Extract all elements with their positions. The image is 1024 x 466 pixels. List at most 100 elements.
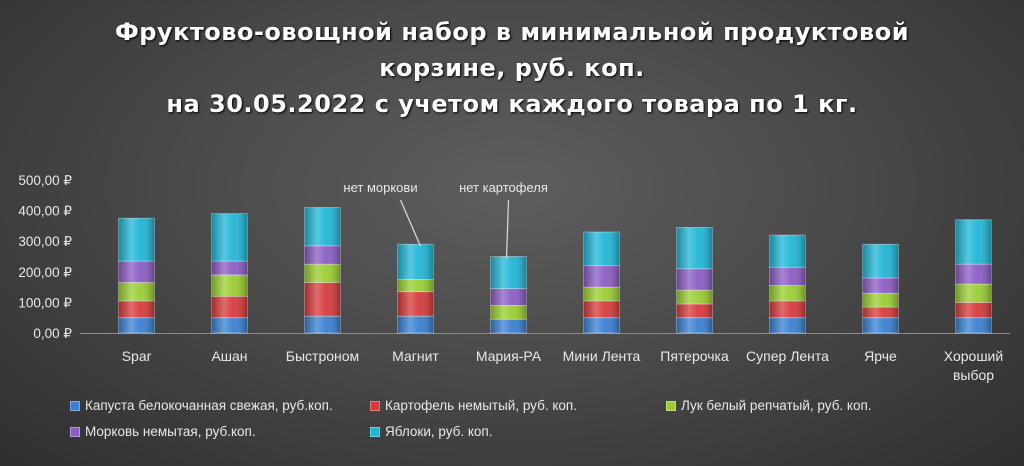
chart-title-line-2: корзине, руб. коп. — [379, 54, 645, 82]
bar-segment-shine — [304, 207, 341, 246]
bar-segment-shine — [490, 305, 527, 320]
bar-segment-shine — [676, 290, 713, 304]
legend-label: Морковь немытая, руб.коп. — [85, 424, 256, 439]
y-tick-label: 400,00 ₽ — [18, 204, 72, 219]
bar-segment-shine — [211, 274, 248, 297]
bar-segment-shine — [118, 282, 155, 301]
x-tick-label: Мария-РА — [476, 348, 542, 364]
legend-item: Картофель немытый, руб. коп. — [370, 398, 577, 413]
bar-segment-shine — [118, 300, 155, 318]
bar-stack — [583, 231, 620, 334]
annotation-label: нет картофеля — [459, 180, 548, 195]
bar-segment-shine — [397, 291, 434, 317]
y-axis: 0,00 ₽ 100,00 ₽ 200,00 ₽ 300,00 ₽ 400,00 ₽ 50… — [18, 173, 1010, 341]
bar-segment-shine — [955, 284, 992, 303]
bar-stack — [211, 213, 248, 334]
x-tick-label: Быстроном — [286, 348, 359, 364]
x-tick-label: Супер Лента — [746, 348, 829, 364]
bar-segment-shine — [862, 317, 899, 333]
x-tick-label: Мини Лента — [563, 348, 641, 364]
y-tick-label: 100,00 ₽ — [18, 295, 72, 310]
legend-swatch — [70, 400, 80, 411]
legend-label: Яблоки, руб. коп. — [385, 424, 493, 439]
bar-segment-shine — [211, 213, 248, 262]
legend-swatch — [370, 426, 380, 437]
bar-segment-shine — [676, 227, 713, 269]
chart-title: Фруктово-овощной набор в минимальной про… — [0, 14, 1024, 122]
bar-segment-shine — [304, 316, 341, 333]
bar-segment-shine — [955, 219, 992, 265]
y-tick-label: 300,00 ₽ — [18, 234, 72, 249]
bar-segment-shine — [490, 288, 527, 306]
bar-segment-shine — [955, 302, 992, 318]
bar-segment-shine — [769, 300, 806, 318]
chart-title-line-3: на 30.05.2022 с учетом каждого товара по… — [166, 90, 858, 118]
annotation-leader-line — [505, 199, 510, 259]
bar-segment-shine — [955, 264, 992, 285]
x-tick-label: Пятерочка — [660, 348, 729, 364]
x-tick-label: Хороший выбор — [944, 348, 1003, 383]
bar-segment-shine — [676, 317, 713, 333]
bar-segment-shine — [862, 306, 899, 318]
legend-item: Морковь немытая, руб.коп. — [70, 424, 256, 439]
bar-segment-shine — [862, 277, 899, 294]
legend-label: Лук белый репчатый, руб. коп. — [681, 398, 872, 413]
x-tick-label: Магнит — [392, 348, 439, 364]
bar-segment-shine — [397, 316, 434, 333]
x-tick-label: Ярче — [864, 348, 897, 364]
legend-swatch — [666, 400, 676, 411]
annotations: нет моркови нет картофеля — [343, 180, 548, 259]
x-axis-labels: Spar Ашан Быстроном Магнит Мария-РА Мини Лент… — [122, 348, 1004, 383]
bar-segment-shine — [955, 317, 992, 333]
bar-segment-shine — [211, 296, 248, 318]
bar-segment-shine — [769, 235, 806, 268]
bar-segment-shine — [211, 317, 248, 333]
bar-stack — [118, 217, 155, 334]
bar-segment-shine — [118, 317, 155, 333]
chart-title-line-1: Фруктово-овощной набор в минимальной про… — [114, 18, 910, 46]
bars — [118, 207, 992, 334]
bar-segment-shine — [769, 267, 806, 286]
x-tick-label: Ашан — [211, 348, 247, 364]
y-tick-label: 500,00 ₽ — [18, 173, 72, 188]
bar-segment-shine — [583, 300, 620, 318]
bar-stack — [955, 219, 992, 334]
bar-segment-shine — [397, 279, 434, 292]
bar-stack — [676, 227, 713, 334]
y-tick-label: 200,00 ₽ — [18, 265, 72, 280]
annotation-leader-line — [399, 199, 422, 247]
bar-segment-shine — [583, 317, 620, 333]
bar-segment-shine — [862, 293, 899, 307]
bar-stack — [397, 243, 434, 334]
bar-stack — [862, 243, 899, 334]
bar-segment-shine — [118, 261, 155, 283]
legend-label: Капуста белокочанная свежая, руб.коп. — [85, 398, 333, 413]
bar-segment-shine — [583, 232, 620, 266]
bar-segment-shine — [676, 303, 713, 318]
legend-label: Картофель немытый, руб. коп. — [385, 398, 577, 413]
bar-segment-shine — [304, 264, 341, 283]
bar-segment-shine — [211, 261, 248, 275]
bar-segment-shine — [676, 268, 713, 291]
x-tick-label: Spar — [122, 348, 152, 364]
bar-stack — [769, 234, 806, 334]
bar-segment-shine — [769, 285, 806, 301]
legend-swatch — [370, 400, 380, 411]
bar-stack — [304, 207, 341, 334]
bar-segment-shine — [118, 218, 155, 262]
bar-segment-shine — [862, 244, 899, 278]
legend-item: Лук белый репчатый, руб. коп. — [666, 398, 872, 413]
legend-item: Яблоки, руб. коп. — [370, 424, 492, 439]
legend-item: Капуста белокочанная свежая, руб.коп. — [70, 398, 333, 413]
bar-segment-shine — [304, 282, 341, 317]
bar-segment-shine — [490, 256, 527, 289]
bar-segment-shine — [583, 287, 620, 301]
bar-segment-shine — [769, 317, 806, 333]
y-tick-label: 0,00 ₽ — [33, 326, 72, 341]
bar-segment-shine — [304, 245, 341, 265]
bar-segment-shine — [490, 319, 527, 333]
bar-segment-shine — [583, 265, 620, 288]
annotation-label: нет моркови — [343, 180, 417, 195]
legend-swatch — [70, 426, 80, 437]
